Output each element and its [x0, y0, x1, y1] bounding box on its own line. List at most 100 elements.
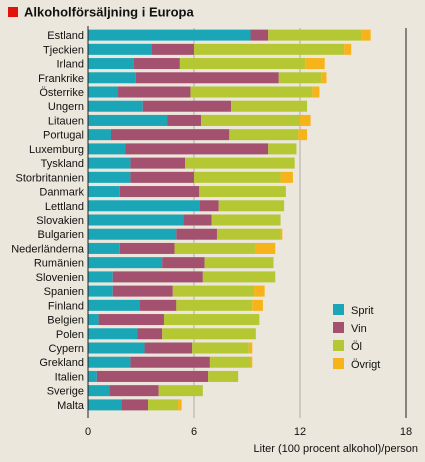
legend-label-1: Vin [351, 323, 367, 335]
bar-9-0 [88, 157, 131, 169]
legend-swatch-2 [333, 340, 344, 351]
bar-17-0 [88, 271, 113, 283]
bar-22-1 [144, 342, 193, 354]
bar-9-2 [185, 157, 295, 169]
bar-15-2 [174, 242, 256, 254]
bar-21-1 [137, 328, 163, 340]
category-label-9: Tyskland [41, 158, 84, 170]
category-label-16: Rumänien [34, 258, 84, 270]
bar-21-0 [88, 328, 138, 340]
bar-21-2 [162, 328, 256, 340]
bar-26-0 [88, 399, 122, 411]
bar-11-1 [119, 186, 200, 198]
category-label-3: Frankrike [38, 73, 84, 85]
bar-13-2 [211, 214, 281, 226]
bar-3-1 [135, 72, 279, 84]
bar-18-3 [254, 285, 265, 297]
bar-22-2 [192, 342, 249, 354]
bar-8-0 [88, 143, 126, 155]
bar-0-3 [361, 29, 371, 41]
bar-7-0 [88, 129, 111, 141]
bar-8-2 [268, 143, 297, 155]
legend-swatch-3 [333, 358, 344, 369]
bar-7-3 [298, 129, 308, 141]
legend-label-2: Öl [351, 341, 362, 353]
tick-label-12: 12 [294, 426, 306, 438]
bar-5-2 [231, 100, 308, 112]
bar-18-1 [112, 285, 173, 297]
category-label-15: Nederländerna [11, 243, 85, 255]
bar-1-1 [151, 43, 194, 55]
bar-16-0 [88, 257, 163, 269]
category-label-22: Cypern [49, 343, 84, 355]
bar-25-0 [88, 385, 110, 397]
category-label-6: Litauen [48, 115, 84, 127]
category-label-20: Belgien [47, 315, 84, 327]
bar-20-1 [98, 314, 164, 326]
bar-12-2 [218, 200, 285, 212]
bar-12-1 [199, 200, 219, 212]
bar-18-2 [172, 285, 255, 297]
category-label-12: Lettland [45, 201, 84, 213]
bar-0-0 [88, 29, 251, 41]
bar-4-0 [88, 86, 119, 98]
bar-19-2 [176, 299, 253, 311]
bar-14-3 [280, 228, 283, 240]
bar-20-0 [88, 314, 99, 326]
category-label-5: Ungern [48, 101, 84, 113]
bar-4-3 [312, 86, 320, 98]
bar-5-1 [142, 100, 232, 112]
category-label-21: Polen [56, 329, 84, 341]
category-label-0: Estland [47, 30, 84, 42]
bar-6-1 [167, 114, 202, 126]
category-label-13: Slovakien [36, 215, 84, 227]
bar-5-0 [88, 100, 143, 112]
bar-19-1 [139, 299, 177, 311]
bar-10-3 [280, 171, 293, 183]
category-label-19: Finland [48, 300, 84, 312]
bar-10-1 [130, 171, 194, 183]
bar-12-0 [88, 200, 200, 212]
bar-1-2 [194, 43, 345, 55]
bar-25-2 [158, 385, 203, 397]
bar-6-0 [88, 114, 168, 126]
bar-1-0 [88, 43, 152, 55]
bar-2-1 [133, 58, 180, 70]
category-label-18: Spanien [44, 286, 84, 298]
chart-title: Alkoholförsäljning i Europa [24, 5, 195, 20]
bar-20-2 [163, 314, 260, 326]
legend-label-3: Övrigt [351, 359, 380, 371]
bar-8-1 [125, 143, 269, 155]
bar-11-2 [199, 186, 286, 198]
bar-18-0 [88, 285, 113, 297]
category-label-1: Tjeckien [43, 44, 84, 56]
bar-13-0 [88, 214, 184, 226]
bar-0-2 [268, 29, 362, 41]
bar-15-1 [119, 242, 175, 254]
tick-label-0: 0 [85, 426, 91, 438]
bar-1-3 [344, 43, 352, 55]
category-label-24: Italien [55, 371, 84, 383]
bar-17-2 [202, 271, 276, 283]
bar-23-3 [250, 356, 253, 368]
bar-7-1 [110, 129, 230, 141]
legend-label-0: Sprit [351, 305, 374, 317]
category-label-11: Danmark [39, 187, 84, 199]
tick-label-6: 6 [191, 426, 197, 438]
bar-2-0 [88, 58, 134, 70]
title-marker [8, 7, 18, 17]
category-label-17: Slovenien [36, 272, 84, 284]
bar-11-0 [88, 186, 120, 198]
bar-16-2 [204, 257, 274, 269]
bar-9-1 [130, 157, 186, 169]
bar-10-2 [194, 171, 281, 183]
bar-13-1 [183, 214, 212, 226]
tick-label-18: 18 [400, 426, 412, 438]
bar-23-2 [209, 356, 251, 368]
bar-7-2 [229, 129, 299, 141]
bar-14-2 [216, 228, 281, 240]
bar-19-3 [252, 299, 263, 311]
bar-3-2 [278, 72, 322, 84]
category-label-7: Portugal [43, 130, 84, 142]
bar-2-2 [179, 58, 306, 70]
